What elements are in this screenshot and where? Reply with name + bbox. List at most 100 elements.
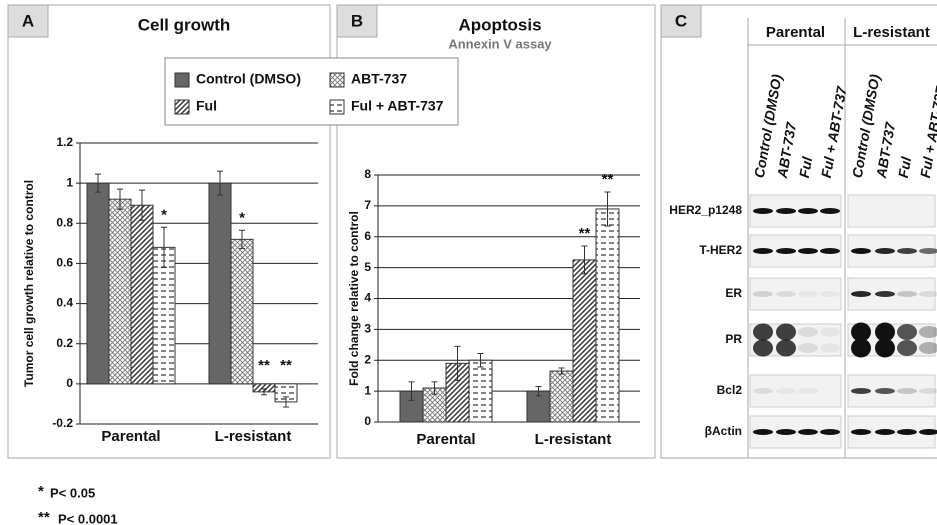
blot-band [820,248,840,254]
y-tick-label: 2 [364,352,371,366]
blot-band [897,429,917,435]
footnote-symbol: * [38,483,44,500]
bar [109,199,131,384]
bar [87,183,109,384]
blot-band [897,388,917,394]
blot-band [798,343,818,353]
blot-band [753,340,773,357]
significance-label: ** [280,357,292,374]
row-label: T-HER2 [699,243,742,257]
blot-band [753,208,773,214]
footnote-symbol: ** [38,509,50,525]
legend-label: ABT-737 [351,71,407,87]
legend-label: Ful + ABT-737 [351,98,444,114]
y-axis-label: Tumor cell growth relative to control [22,180,36,387]
panel-letter: A [22,11,34,30]
blot-strip [848,195,935,227]
y-tick-label: 1 [364,383,371,397]
chart-title: Apoptosis [458,15,541,34]
legend-swatch [330,100,344,114]
footnote-text: P< 0.0001 [58,511,118,525]
y-tick-label: 0.6 [56,256,73,270]
y-tick-label: 3 [364,322,371,336]
group-label: L-resistant [853,24,930,41]
significance-label: * [239,209,245,226]
blot-band [753,388,773,394]
row-label: ER [725,286,742,300]
significance-label: ** [258,357,270,374]
blot-band [776,291,796,297]
blot-band [798,291,818,297]
blot-band [776,248,796,254]
legend-swatch [330,73,344,87]
legend-label: Control (DMSO) [196,71,301,87]
y-tick-label: 1.2 [56,135,73,149]
blot-band [897,324,917,340]
bar [469,360,492,422]
blot-band [753,324,773,341]
bar [550,371,573,422]
x-tick-label: L-resistant [535,431,612,448]
blot-band [776,340,796,357]
bar [209,183,231,384]
blot-band [753,429,773,435]
blot-band [851,248,871,254]
y-tick-label: 4 [364,291,371,305]
panel-letter: B [351,11,363,30]
blot-band [851,291,871,297]
blot-band [753,248,773,254]
y-tick-label: 0.4 [56,296,73,310]
row-label: HER2_p1248 [669,203,742,217]
blot-band [798,327,818,337]
bar [596,209,619,422]
chart-subtitle: Annexin V assay [448,36,552,51]
significance-label: ** [579,225,591,242]
x-tick-label: L-resistant [215,428,292,445]
blot-band [776,388,796,394]
footnote-text: P< 0.05 [50,485,95,500]
legend-label: Ful [196,98,217,114]
y-tick-label: 8 [364,167,371,181]
significance-label: ** [602,171,614,188]
blot-band [875,339,895,358]
blot-band [798,208,818,214]
blot-band [776,324,796,341]
blot-band [851,339,871,358]
y-tick-label: 6 [364,229,371,243]
panel-letter: C [675,11,687,30]
blot-band [897,248,917,254]
y-tick-label: 0 [364,414,371,428]
bar [231,239,253,384]
group-label: Parental [766,24,825,41]
blot-band [851,388,871,394]
legend-swatch [175,73,189,87]
y-tick-label: 0.8 [56,215,73,229]
y-tick-label: 0.2 [56,336,73,350]
blot-band [875,291,895,297]
blot-band [776,208,796,214]
blot-band [875,248,895,254]
blot-band [798,429,818,435]
row-label: PR [725,332,742,346]
legend-swatch [175,100,189,114]
blot-band [875,388,895,394]
legend-box [165,58,458,125]
blot-band [820,343,840,353]
blot-band [820,291,840,297]
figure: Parental Control (DMSO) ABT-737 Ful Ful + AB… [0,0,937,525]
blot-band [851,429,871,435]
blot-band [753,291,773,297]
blot-band [798,388,818,394]
row-label: βActin [705,424,742,438]
y-tick-label: 7 [364,198,371,212]
blot-band [875,429,895,435]
x-tick-label: Parental [416,431,475,448]
blot-band [897,291,917,297]
bar [131,205,153,384]
y-tick-label: -0.2 [52,416,73,430]
blot-band [820,429,840,435]
bar [573,260,596,422]
chart-title: Cell growth [138,15,231,34]
x-tick-label: Parental [101,428,160,445]
blot-band [897,340,917,356]
